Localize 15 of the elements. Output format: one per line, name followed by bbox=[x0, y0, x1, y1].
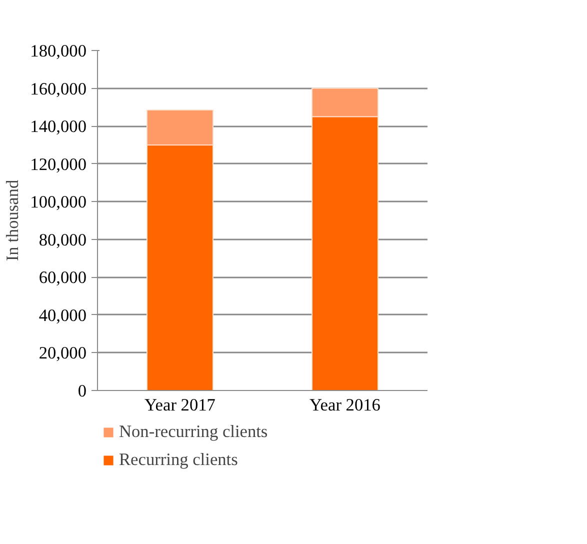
legend-label: Recurring clients bbox=[119, 450, 238, 470]
y-tick-label: 40,000 bbox=[38, 306, 87, 325]
y-tick-label: 0 bbox=[78, 382, 87, 400]
y-tick-label: 120,000 bbox=[30, 154, 87, 174]
y-tick-label: 160,000 bbox=[30, 79, 87, 98]
y-axis-title: In thousand bbox=[3, 179, 22, 262]
y-tick-label: 180,000 bbox=[30, 42, 87, 60]
y-tick-label: 20,000 bbox=[38, 344, 87, 363]
y-tick-label: 80,000 bbox=[38, 230, 87, 250]
x-tick-label: Year 2017 bbox=[144, 396, 216, 414]
y-tick-label: 60,000 bbox=[38, 268, 87, 288]
legend-label: Non-recurring clients bbox=[119, 422, 268, 442]
x-tick-label: Year 2016 bbox=[310, 396, 381, 414]
y-tick-label: 140,000 bbox=[30, 117, 87, 136]
y-tick-label: 100,000 bbox=[30, 192, 87, 212]
